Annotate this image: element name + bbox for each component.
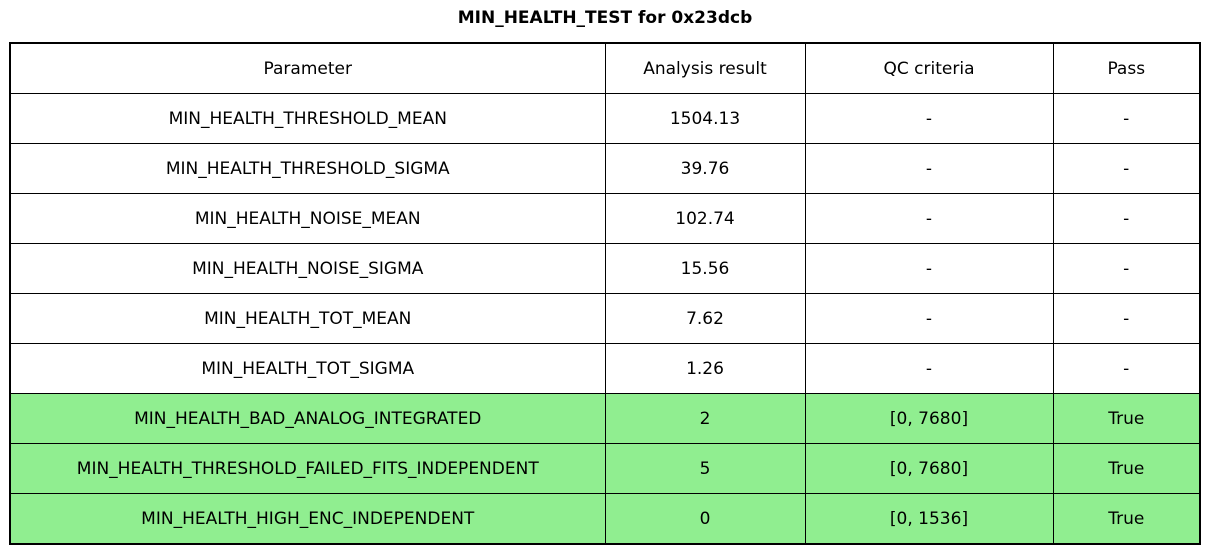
table-cell: 15.56: [604, 243, 806, 294]
qc-results-table: Parameter Analysis result QC criteria Pa…: [9, 42, 1201, 545]
table-row: MIN_HEALTH_NOISE_MEAN 102.74- -: [9, 193, 1201, 244]
header-row: Parameter Analysis result QC criteria Pa…: [9, 42, 1201, 94]
table-cell: MIN_HEALTH_TOT_SIGMA: [9, 343, 606, 394]
table-row: MIN_HEALTH_NOISE_SIGMA 15.56- -: [9, 243, 1201, 294]
table-cell: -: [804, 243, 1054, 294]
col-header-pass: Pass: [1052, 42, 1201, 94]
table-cell: -: [804, 143, 1054, 194]
table-cell: [0, 7680]: [804, 443, 1054, 494]
table-cell: MIN_HEALTH_NOISE_MEAN: [9, 193, 606, 244]
table-cell: [0, 1536]: [804, 493, 1054, 545]
table-row: MIN_HEALTH_HIGH_ENC_INDEPENDENT 0 [0, 1536…: [9, 493, 1201, 545]
table-body: MIN_HEALTH_THRESHOLD_MEAN 1504.13- - MIN_HE…: [9, 93, 1201, 545]
table-row: MIN_HEALTH_THRESHOLD_MEAN 1504.13- -: [9, 93, 1201, 144]
table-cell: MIN_HEALTH_HIGH_ENC_INDEPENDENT: [9, 493, 606, 545]
table-cell: [0, 7680]: [804, 393, 1054, 444]
table-row: MIN_HEALTH_THRESHOLD_FAILED_FITS_INDEPEN…: [9, 443, 1201, 494]
table-cell: MIN_HEALTH_THRESHOLD_SIGMA: [9, 143, 606, 194]
table-cell: True: [1052, 443, 1201, 494]
table-cell: MIN_HEALTH_THRESHOLD_FAILED_FITS_INDEPEN…: [9, 443, 606, 494]
table-cell: -: [1052, 243, 1201, 294]
table-row: MIN_HEALTH_TOT_MEAN 7.62- -: [9, 293, 1201, 344]
table-cell: MIN_HEALTH_NOISE_SIGMA: [9, 243, 606, 294]
col-header-qc-criteria: QC criteria: [804, 42, 1054, 94]
table-cell: MIN_HEALTH_TOT_MEAN: [9, 293, 606, 344]
table-cell: 39.76: [604, 143, 806, 194]
table-row: MIN_HEALTH_TOT_SIGMA 1.26- -: [9, 343, 1201, 394]
table-cell: 5: [604, 443, 806, 494]
table-cell: 7.62: [604, 293, 806, 344]
table-cell: -: [1052, 143, 1201, 194]
table-cell: -: [804, 193, 1054, 244]
table-cell: -: [1052, 93, 1201, 144]
table-cell: 0: [604, 493, 806, 545]
table-cell: -: [1052, 193, 1201, 244]
table-cell: -: [1052, 293, 1201, 344]
table-cell: 102.74: [604, 193, 806, 244]
table-cell: -: [804, 93, 1054, 144]
page-title: MIN_HEALTH_TEST for 0x23dcb: [457, 8, 753, 28]
table-cell: -: [1052, 343, 1201, 394]
table-row: MIN_HEALTH_THRESHOLD_SIGMA 39.76- -: [9, 143, 1201, 194]
table-cell: -: [804, 343, 1054, 394]
table-cell: 2: [604, 393, 806, 444]
table-row: MIN_HEALTH_BAD_ANALOG_INTEGRATED 2 [0, 768…: [9, 393, 1201, 444]
table-cell: True: [1052, 393, 1201, 444]
col-header-parameter: Parameter: [9, 42, 606, 94]
table-cell: -: [804, 293, 1054, 344]
col-header-analysis-result: Analysis result: [604, 42, 806, 94]
table-cell: 1504.13: [604, 93, 806, 144]
table-cell: MIN_HEALTH_BAD_ANALOG_INTEGRATED: [9, 393, 606, 444]
table-cell: MIN_HEALTH_THRESHOLD_MEAN: [9, 93, 606, 144]
table-cell: 1.26: [604, 343, 806, 394]
table-cell: True: [1052, 493, 1201, 545]
